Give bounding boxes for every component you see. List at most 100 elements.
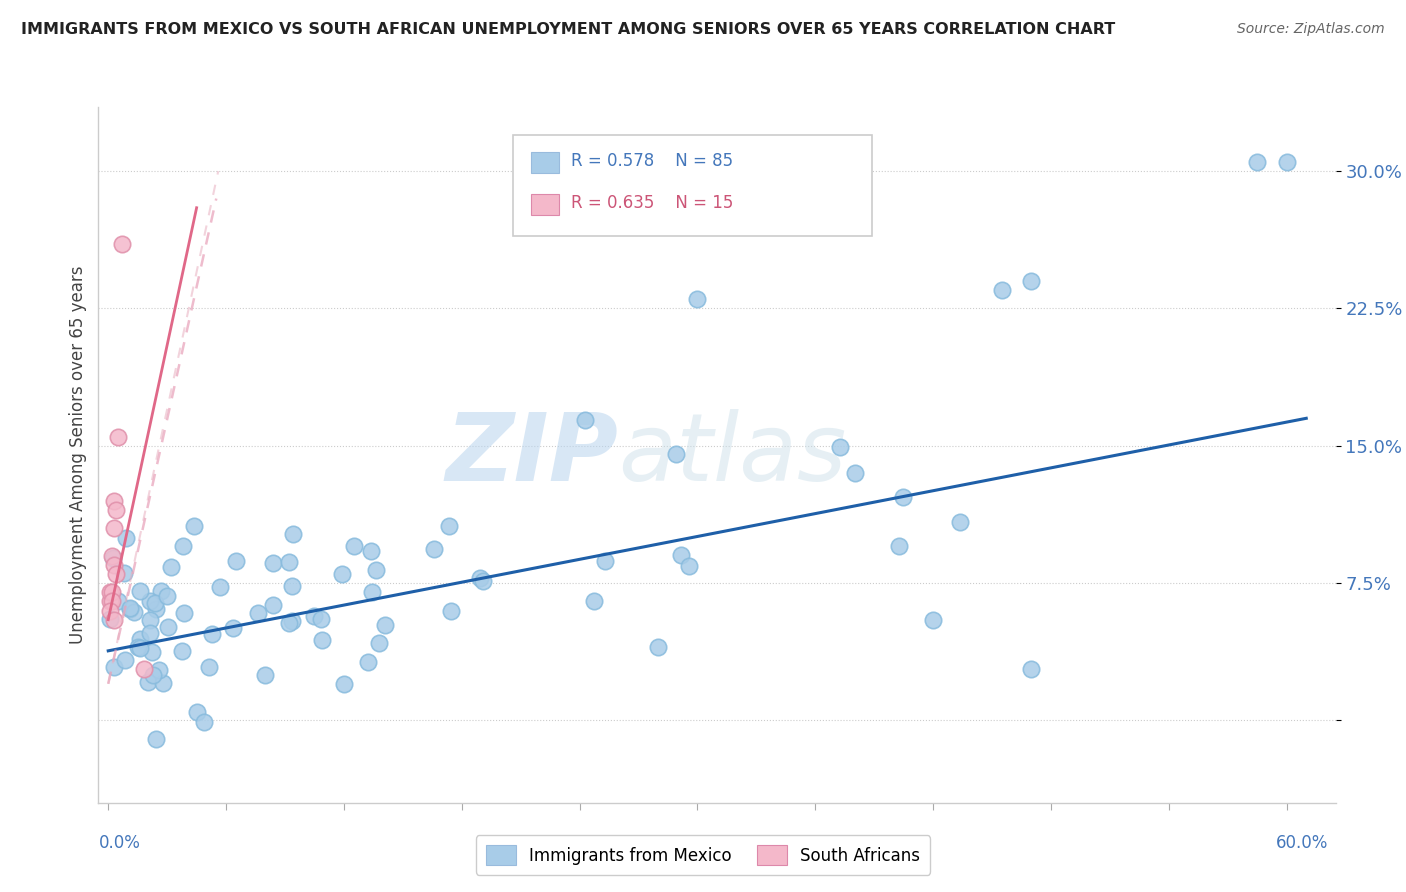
Point xyxy=(343,539,366,553)
Point xyxy=(107,594,129,608)
Point xyxy=(111,237,134,252)
Point xyxy=(1275,155,1298,169)
Point xyxy=(129,640,152,655)
Point xyxy=(1246,155,1268,169)
Point xyxy=(201,627,224,641)
Point xyxy=(156,590,179,604)
Point xyxy=(333,677,356,691)
Point xyxy=(107,429,129,443)
Point xyxy=(145,731,167,746)
Point xyxy=(437,519,460,533)
Point xyxy=(98,594,121,608)
Point xyxy=(311,632,333,647)
Text: IMMIGRANTS FROM MEXICO VS SOUTH AFRICAN UNEMPLOYMENT AMONG SENIORS OVER 65 YEARS: IMMIGRANTS FROM MEXICO VS SOUTH AFRICAN … xyxy=(21,22,1115,37)
Point xyxy=(98,603,121,617)
Point xyxy=(152,675,174,690)
Point xyxy=(278,615,301,630)
Point xyxy=(160,559,183,574)
Point xyxy=(222,621,245,635)
Point xyxy=(254,667,277,681)
Point xyxy=(593,554,616,568)
Point xyxy=(887,539,910,553)
Point xyxy=(1019,274,1042,288)
Point xyxy=(138,593,160,607)
Text: 0.0%: 0.0% xyxy=(98,834,141,852)
Point xyxy=(98,585,121,599)
Point xyxy=(114,653,136,667)
Point xyxy=(136,675,159,690)
Point xyxy=(115,531,138,545)
Point xyxy=(193,714,215,729)
Legend: Immigrants from Mexico, South Africans: Immigrants from Mexico, South Africans xyxy=(475,836,931,875)
Point xyxy=(156,619,179,633)
Point xyxy=(374,617,396,632)
Point xyxy=(1019,662,1042,676)
Point xyxy=(247,606,270,620)
Point xyxy=(309,612,332,626)
Point xyxy=(139,626,162,640)
Point xyxy=(101,549,124,563)
Point xyxy=(198,659,221,673)
Point xyxy=(112,566,135,581)
Point xyxy=(949,515,972,529)
Point xyxy=(128,632,150,647)
Point xyxy=(98,612,121,626)
Point xyxy=(922,613,945,627)
Point xyxy=(366,563,388,577)
FancyBboxPatch shape xyxy=(531,194,558,215)
Point xyxy=(686,293,709,307)
Point xyxy=(281,615,304,629)
Point xyxy=(101,594,124,608)
Point xyxy=(647,640,669,655)
Point xyxy=(574,413,596,427)
Point xyxy=(127,640,149,655)
Point xyxy=(669,549,692,563)
Point xyxy=(105,503,128,517)
Text: ZIP: ZIP xyxy=(446,409,619,501)
Point xyxy=(103,550,125,565)
Point xyxy=(281,527,304,541)
Point xyxy=(103,558,125,572)
Point xyxy=(103,660,125,674)
Point xyxy=(141,645,163,659)
Point xyxy=(361,584,384,599)
Point xyxy=(122,605,145,619)
Point xyxy=(132,662,155,676)
Point xyxy=(891,490,914,504)
Point xyxy=(304,608,326,623)
Point xyxy=(173,606,195,620)
Point xyxy=(148,664,170,678)
Point xyxy=(330,566,353,581)
Point xyxy=(172,539,194,553)
Point xyxy=(129,584,152,599)
Text: R = 0.578    N = 85: R = 0.578 N = 85 xyxy=(571,153,733,170)
Point xyxy=(440,604,463,618)
Text: Source: ZipAtlas.com: Source: ZipAtlas.com xyxy=(1237,22,1385,37)
Point xyxy=(145,602,167,616)
Point xyxy=(103,613,125,627)
Point xyxy=(262,598,284,612)
Point xyxy=(277,555,299,569)
Point xyxy=(368,636,391,650)
Point xyxy=(582,593,605,607)
Point xyxy=(678,559,700,574)
Point xyxy=(142,668,165,682)
Point xyxy=(991,283,1014,297)
Point xyxy=(209,580,232,594)
Y-axis label: Unemployment Among Seniors over 65 years: Unemployment Among Seniors over 65 years xyxy=(69,266,87,644)
Point xyxy=(183,519,205,533)
Point xyxy=(225,554,247,568)
Point xyxy=(360,544,382,558)
Point xyxy=(138,613,160,627)
Point xyxy=(472,574,495,588)
Text: atlas: atlas xyxy=(619,409,846,500)
Point xyxy=(103,521,125,535)
Point xyxy=(844,467,866,481)
FancyBboxPatch shape xyxy=(513,135,872,235)
Point xyxy=(103,493,125,508)
Point xyxy=(170,644,193,658)
Point xyxy=(468,571,491,585)
Point xyxy=(828,441,851,455)
Point xyxy=(262,556,284,570)
Point xyxy=(186,706,208,720)
